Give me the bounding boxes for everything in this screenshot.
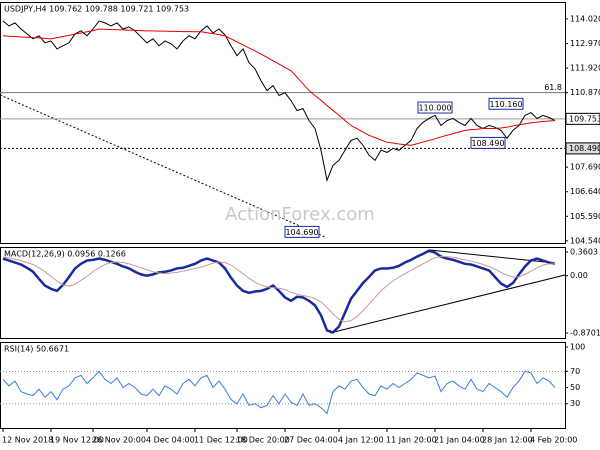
fib-label: 61.8 [544,83,562,92]
y-tick-label: 107.690 [570,163,600,172]
y-tick-label: -0.8701 [570,329,600,338]
y-tick-label: 111.920 [570,64,600,73]
x-tick-label: 4 Feb 20:00 [530,436,577,445]
price-box [565,142,600,155]
x-tick-label: 18 Dec 20:00 [236,436,290,445]
series-line [2,20,556,182]
x-tick-label: 4 Dec 04:00 [146,436,195,445]
y-tick-label: 100 [570,343,585,352]
y-tick-label: 106.640 [570,187,600,196]
price-box-label: 109.753 [569,114,600,123]
y-tick-label: 110.870 [570,88,600,97]
y-tick-label: 114.020 [570,14,600,23]
series-line [2,370,556,415]
y-tick-label: 112.970 [570,39,600,48]
x-tick-label: 4 Jan 12:00 [338,436,384,445]
annotation-label: 110.160 [489,100,522,109]
y-tick-label: 50 [570,383,580,392]
y-tick-label: 0.3603 [570,247,598,256]
series-line [2,249,556,334]
x-tick-label: 12 Nov 2018 [2,436,53,445]
annotation-label: 108.490 [471,139,504,148]
panel-title: RSI(14) 50.6671 [4,345,69,354]
x-tick-label: 26 Nov 20:00 [92,436,146,445]
price-box [565,112,600,125]
annotation-label: 110.000 [418,104,451,113]
y-tick-label: 70 [570,367,580,376]
annotation-box [488,97,524,110]
annotation-box [417,101,453,114]
x-tick-label: 11 Jan 20:00 [386,436,437,445]
panel-title: MACD(12,26,9) 0.0956 0.1266 [4,250,126,259]
series-line [2,28,556,146]
trend-line [329,274,566,334]
x-tick-label: 27 Dec 04:00 [284,436,338,445]
watermark: ActionForex.com [225,204,375,225]
macd-panel [0,247,566,339]
panel-title: USDJPY,H4 109.762 109.788 109.721 109.75… [4,5,189,14]
y-tick-label: 30 [570,399,580,408]
y-tick-label: 0.00 [570,271,588,280]
price-box-label: 108.490 [569,144,600,153]
x-tick-label: 28 Jan 12:00 [482,436,533,445]
annotation-box [284,225,320,238]
trend-line [0,94,326,238]
rsi-panel [0,342,566,429]
annotation-label: 104.690 [285,228,318,237]
x-tick-label: 21 Jan 04:00 [434,436,485,445]
y-tick-label: 104.540 [570,236,600,245]
x-tick-label: 11 Dec 12:00 [194,436,248,445]
series-line [2,256,555,323]
y-tick-label: 105.590 [570,212,600,221]
annotation-box [470,136,506,149]
trend-line [429,249,546,263]
x-tick-label: 19 Nov 12:00 [50,436,104,445]
